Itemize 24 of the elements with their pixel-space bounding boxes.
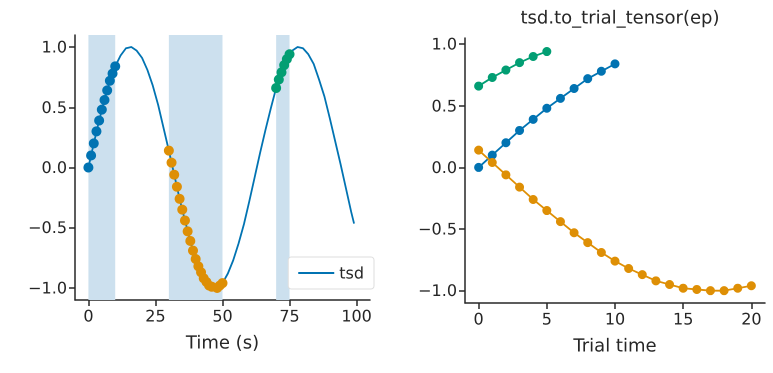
x-axis-title: Time (s) <box>184 332 260 354</box>
y-tick-label: −1.0 <box>418 281 457 300</box>
chart-title: tsd.to_trial_tensor(ep) <box>520 8 720 28</box>
legend-label: tsd <box>339 264 364 282</box>
y-tick-label: −1.0 <box>28 278 67 298</box>
y-tick-label: 0.5 <box>432 96 457 116</box>
y-tick-label: −0.5 <box>28 218 67 238</box>
x-tick-label: 100 <box>341 306 372 326</box>
x-tick-label: 10 <box>604 310 626 328</box>
y-tick-label: 0.5 <box>42 98 67 117</box>
x-tick-label: 0 <box>474 310 484 328</box>
y-tick-label: 0.0 <box>42 158 67 177</box>
x-tick-label: 75 <box>279 306 300 326</box>
x-tick-label: 20 <box>741 310 762 328</box>
y-tick-label: 0.0 <box>432 158 457 177</box>
x-tick-label: 50 <box>212 306 233 326</box>
x-tick-label: 25 <box>145 306 166 326</box>
x-tick-label: 15 <box>673 310 694 328</box>
x-tick-label: 0 <box>83 306 94 326</box>
y-tick-label: 1.0 <box>432 34 457 54</box>
x-axis-title: Trial time <box>572 336 657 356</box>
y-tick-label: 1.0 <box>42 38 67 57</box>
y-tick-label: −0.5 <box>418 220 457 239</box>
x-tick-label: 5 <box>542 310 552 328</box>
